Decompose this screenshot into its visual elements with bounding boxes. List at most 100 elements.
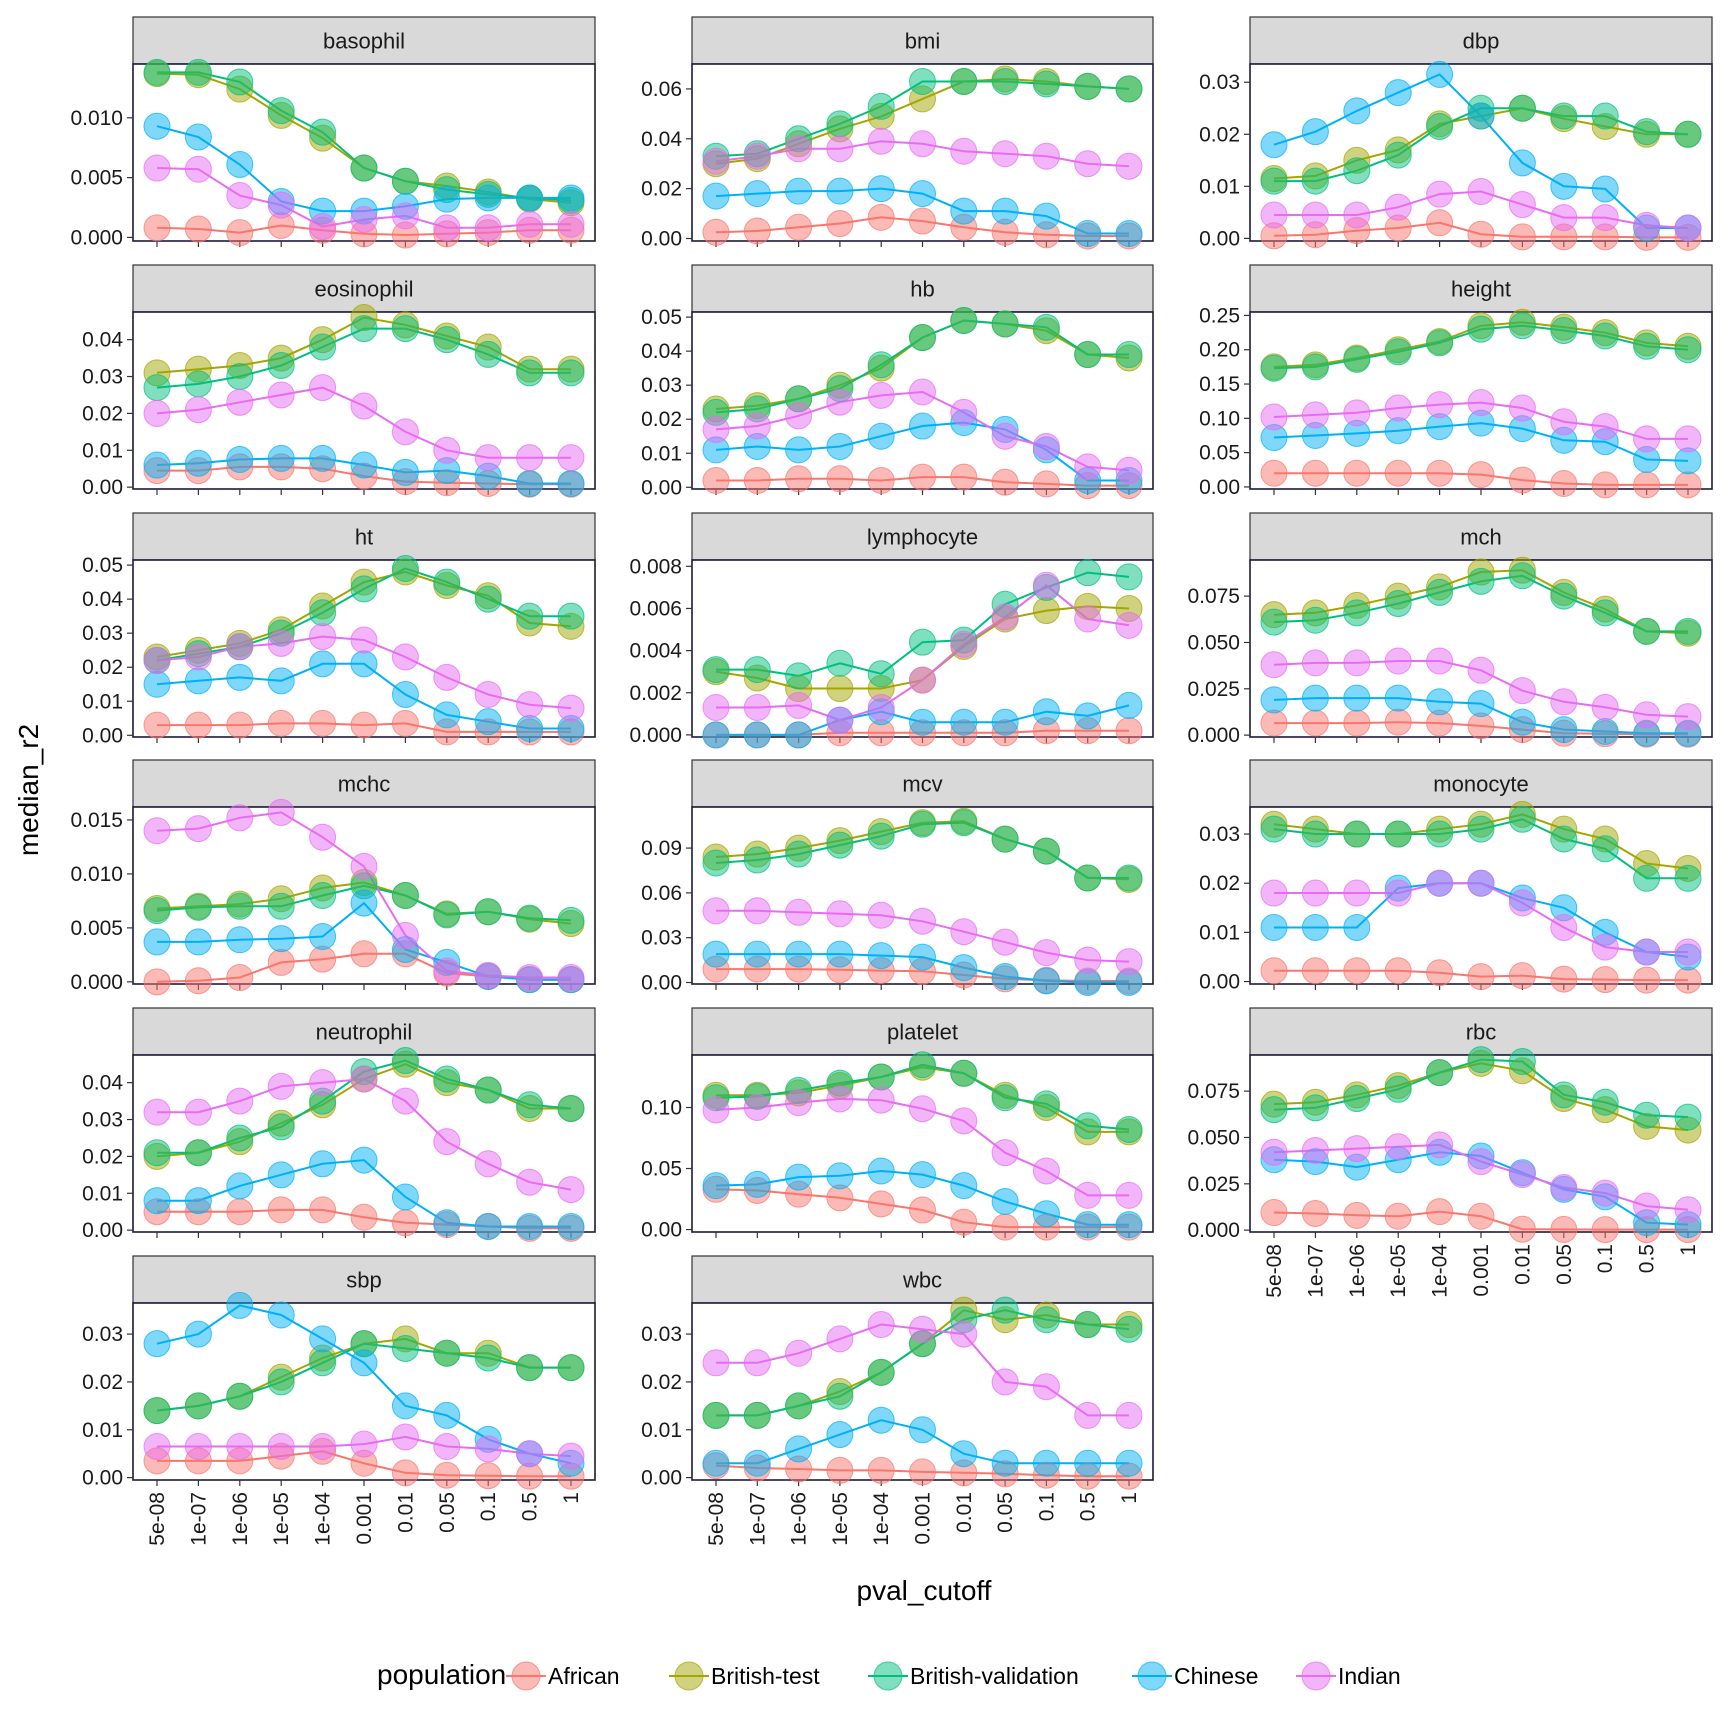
point-Indian — [1074, 453, 1102, 481]
strip-label-mch: mch — [1460, 525, 1502, 550]
point-African — [226, 1198, 254, 1226]
point-African — [267, 1196, 295, 1224]
point-Chinese — [1591, 175, 1619, 203]
point-Chinese — [950, 1440, 978, 1468]
y-tick-label: 0.03 — [82, 1109, 123, 1132]
point-Indian — [785, 691, 813, 719]
point-Indian — [391, 1087, 419, 1115]
point-Chinese — [1074, 1449, 1102, 1477]
x-tick-label: 0.05 — [1553, 1244, 1576, 1285]
y-tick-label: 0.005 — [70, 917, 123, 940]
point-African — [1426, 1198, 1454, 1226]
point-British-validation — [474, 1076, 502, 1104]
strip-neutrophil — [132, 1007, 596, 1056]
point-Indian — [1032, 1373, 1060, 1401]
y-tick-label: 0.050 — [1187, 631, 1240, 654]
y-tick-label: 0.04 — [82, 329, 123, 352]
y-tick-label: 0.01 — [82, 690, 123, 713]
point-British-validation — [184, 893, 212, 921]
point-Indian — [1384, 647, 1412, 675]
point-British-validation — [516, 602, 544, 630]
point-African — [1301, 1199, 1329, 1227]
point-Chinese — [226, 446, 254, 473]
point-Indian — [1384, 879, 1412, 907]
point-Chinese — [785, 436, 813, 464]
point-African — [184, 215, 212, 243]
point-Chinese — [826, 177, 854, 205]
point-Indian — [143, 1098, 171, 1126]
point-Chinese — [867, 1157, 895, 1185]
point-Indian — [1674, 703, 1702, 731]
y-tick-label: 0.03 — [641, 927, 682, 950]
strip-label-hb: hb — [910, 277, 934, 302]
panel-height: height 0.00 0.05 0.10 0.15 0.20 0.25 — [1199, 264, 1713, 499]
point-British-validation — [391, 315, 419, 343]
point-British-validation — [826, 649, 854, 677]
point-Chinese — [1074, 1211, 1102, 1239]
point-British-validation — [309, 882, 337, 909]
y-tick-label: 0.04 — [641, 128, 682, 151]
point-British-validation — [867, 351, 895, 379]
point-Chinese — [909, 180, 936, 208]
point-Indian — [1467, 1148, 1495, 1176]
point-Indian — [1115, 456, 1143, 484]
point-Indian — [184, 1098, 212, 1126]
point-British-validation — [743, 1401, 771, 1429]
panels-layer: basophil 0.000 0.005 0.010 bmi 0.00 0.02 0.04 0.… — [70, 16, 1713, 1546]
point-Indian — [184, 643, 212, 671]
point-Indian — [267, 629, 295, 657]
point-Indian — [991, 140, 1019, 168]
y-tick-label: 0.00 — [82, 1219, 123, 1242]
point-British-validation — [826, 1382, 854, 1410]
point-Indian — [1426, 647, 1454, 675]
point-Indian — [267, 798, 295, 826]
point-Indian — [743, 897, 771, 925]
point-African — [1591, 966, 1619, 994]
x-tick-label: 1e-05 — [270, 1492, 293, 1546]
point-British-validation — [1426, 1059, 1454, 1087]
x-tick-label: 1 — [560, 1492, 583, 1504]
point-Indian — [785, 135, 813, 163]
point-Chinese — [143, 1187, 171, 1215]
point-Indian — [1301, 649, 1329, 677]
point-Chinese — [826, 940, 854, 968]
strip-mcv — [691, 759, 1154, 808]
point-British-validation — [391, 167, 419, 195]
point-British-validation — [516, 1354, 544, 1382]
point-British-validation — [1674, 120, 1702, 148]
point-Chinese — [433, 185, 461, 213]
point-Indian — [867, 127, 895, 155]
point-Indian — [991, 422, 1019, 450]
point-British-validation — [350, 154, 378, 182]
point-Indian — [867, 381, 895, 409]
point-African — [474, 1462, 502, 1490]
point-African — [826, 465, 854, 493]
point-Indian — [950, 398, 978, 426]
point-Indian — [867, 1311, 895, 1339]
point-Chinese — [950, 708, 978, 736]
point-British-validation — [950, 809, 978, 837]
x-tick-label: 0.1 — [1035, 1492, 1058, 1521]
x-tick-label: 0.01 — [953, 1492, 976, 1533]
point-African — [226, 711, 254, 739]
point-African — [267, 709, 295, 737]
point-Indian — [1260, 1138, 1288, 1166]
point-African — [1115, 717, 1143, 745]
point-African — [1467, 220, 1495, 248]
point-Chinese — [743, 1170, 771, 1198]
point-British-validation — [1343, 1085, 1371, 1113]
point-British-validation — [433, 1065, 461, 1093]
point-Indian — [226, 1087, 254, 1115]
panel-hb: hb 0.00 0.01 0.02 0.03 0.04 0.05 — [641, 264, 1154, 499]
point-British-validation — [785, 662, 813, 690]
panel-eosinophil: eosinophil 0.00 0.01 0.02 0.03 0.04 — [82, 264, 596, 499]
point-Indian — [1633, 701, 1661, 729]
x-tick-label: 0.1 — [477, 1492, 500, 1521]
point-Chinese — [1115, 1211, 1143, 1239]
point-Chinese — [391, 1392, 419, 1420]
point-British-validation — [950, 67, 978, 95]
point-British-validation — [143, 1139, 171, 1167]
point-British-validation — [1343, 599, 1371, 627]
point-African — [1301, 459, 1329, 487]
panel-ht: ht 0.00 0.01 0.02 0.03 0.04 0.05 — [82, 512, 596, 747]
